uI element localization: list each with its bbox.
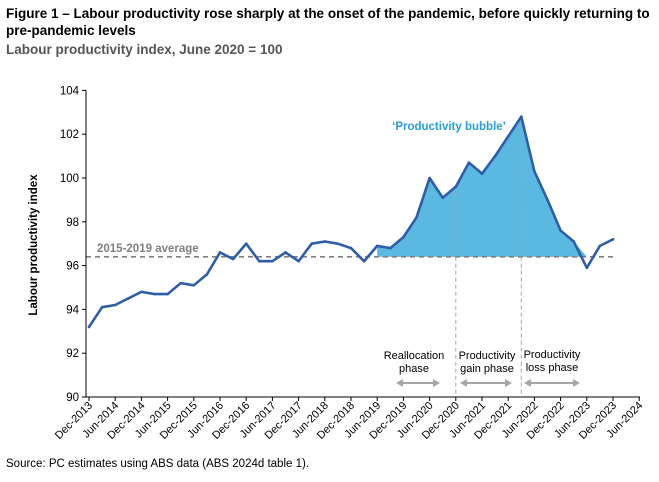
- data-point: [218, 251, 222, 254]
- data-point: [192, 284, 196, 287]
- reallocation-phase-label: Reallocation: [384, 350, 445, 362]
- reallocation-phase-arrow-head-left: [396, 379, 403, 387]
- data-point: [467, 161, 471, 164]
- data-point: [572, 240, 575, 243]
- loss-phase-arrow-head-left: [524, 379, 531, 387]
- data-point: [362, 259, 366, 263]
- gain-phase-label: Productivity: [459, 350, 516, 362]
- data-point: [179, 281, 182, 285]
- productivity-bubble-area: [377, 116, 587, 257]
- data-point: [389, 246, 392, 250]
- chart-source: Source: PC estimates using ABS data (ABS…: [6, 458, 310, 470]
- gain-phase-label: gain phase: [460, 363, 514, 375]
- y-tick-label: 94: [66, 304, 79, 316]
- data-point: [559, 229, 562, 232]
- data-point: [231, 257, 235, 261]
- data-point: [428, 176, 431, 180]
- loss-phase-arrow-head-right: [573, 379, 580, 387]
- data-point: [87, 325, 91, 329]
- y-tick-label: 102: [60, 129, 79, 141]
- chart-title: Figure 1 – Labour productivity rose shar…: [6, 6, 650, 38]
- data-point: [598, 244, 602, 248]
- data-point: [140, 290, 143, 294]
- data-point: [520, 115, 523, 118]
- data-point: [297, 259, 300, 263]
- data-point: [153, 292, 156, 296]
- chart-subtitle: Labour productivity index, June 2020 = 1…: [6, 42, 283, 57]
- bubble-annotation: ‘Productivity bubble’: [392, 121, 506, 133]
- data-point: [480, 172, 484, 175]
- gain-phase-arrow-head-right: [505, 379, 512, 387]
- data-point: [611, 238, 615, 241]
- data-point: [323, 240, 327, 243]
- data-point: [375, 244, 379, 248]
- loss-phase-label: loss phase: [526, 362, 579, 374]
- data-point: [546, 198, 549, 202]
- y-tick-label: 104: [60, 85, 80, 97]
- data-point: [205, 273, 209, 276]
- data-point: [244, 242, 248, 245]
- y-tick-label: 90: [66, 392, 79, 404]
- data-point: [113, 303, 117, 307]
- data-point: [336, 242, 340, 245]
- data-point: [258, 259, 261, 263]
- y-tick-label: 98: [66, 217, 79, 229]
- data-point: [310, 242, 314, 245]
- data-point: [402, 235, 405, 239]
- reallocation-phase-label: phase: [399, 363, 429, 375]
- gain-phase-arrow-head-left: [460, 379, 467, 387]
- data-point: [441, 196, 445, 200]
- data-point: [506, 135, 510, 138]
- y-tick-label: 92: [66, 348, 79, 360]
- data-point: [349, 246, 353, 250]
- reallocation-phase-arrow-head-right: [433, 379, 440, 387]
- data-point: [284, 251, 287, 254]
- data-point: [127, 297, 130, 300]
- data-point: [100, 305, 104, 309]
- data-point: [454, 185, 458, 189]
- data-point: [585, 266, 589, 270]
- data-point: [493, 154, 497, 158]
- data-point: [166, 292, 169, 296]
- y-axis-label: Labour productivity index: [28, 174, 40, 316]
- data-point: [415, 216, 418, 219]
- y-tick-label: 100: [60, 173, 79, 185]
- y-tick-label: 96: [66, 261, 79, 273]
- loss-phase-label: Productivity: [524, 349, 581, 361]
- data-point: [271, 259, 274, 263]
- average-label: 2015-2019 average: [97, 243, 199, 255]
- data-point: [533, 170, 536, 173]
